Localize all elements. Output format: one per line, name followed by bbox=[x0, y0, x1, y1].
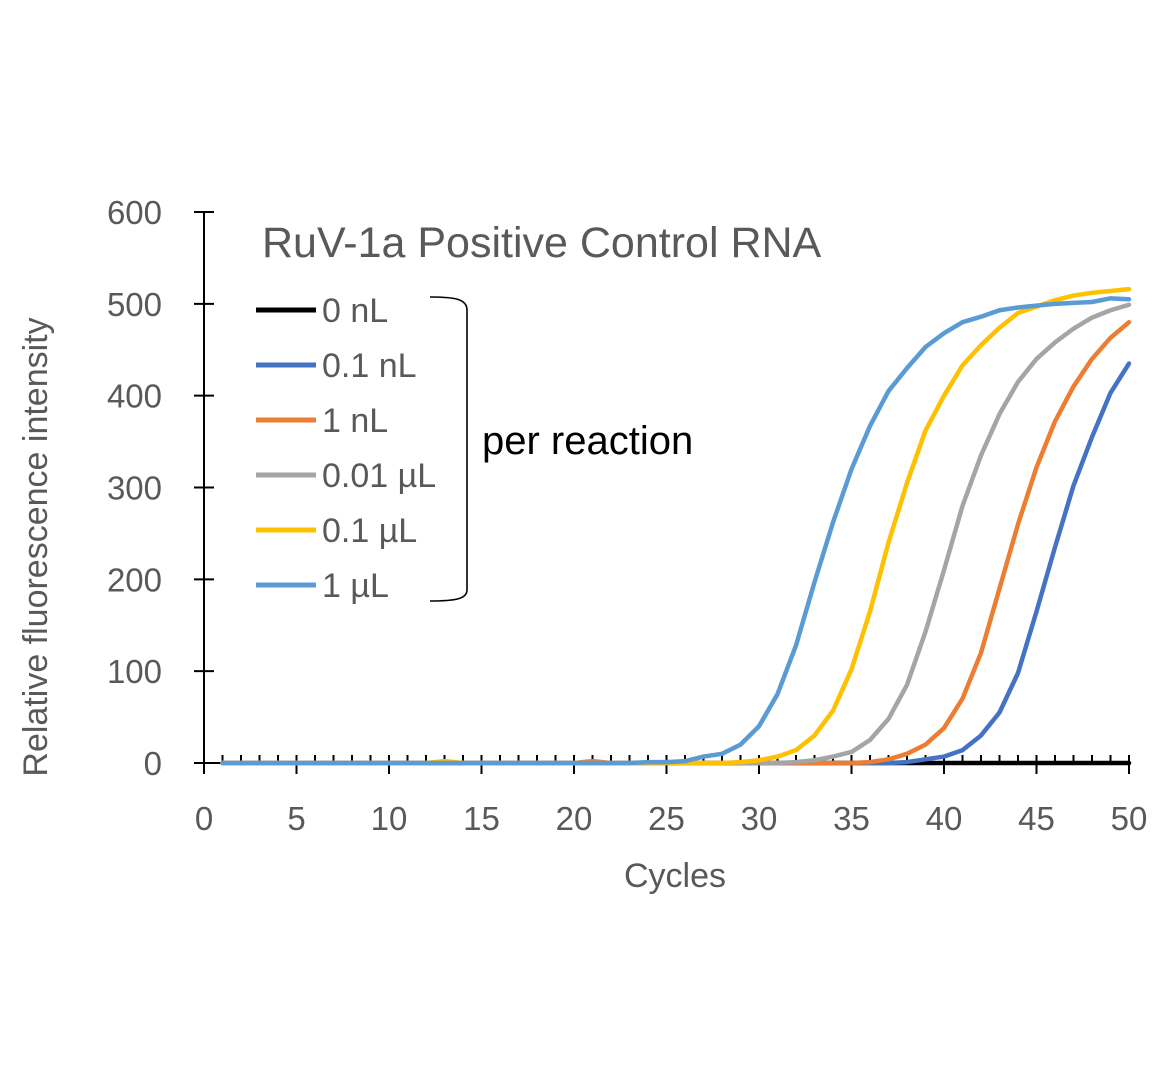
legend-label: 1 nL bbox=[322, 402, 388, 440]
legend: 0 nL 0.1 nL 1 nL 0.01 µL 0.1 µL 1 µL bbox=[256, 292, 436, 605]
legend-item-1-ul: 1 µL bbox=[256, 567, 389, 605]
x-tick-label: 45 bbox=[1018, 800, 1055, 837]
x-tick-label: 10 bbox=[371, 800, 408, 837]
x-tick-label: 40 bbox=[926, 800, 963, 837]
y-tick-label: 200 bbox=[107, 561, 162, 598]
legend-label: 1 µL bbox=[322, 567, 389, 605]
x-tick-label: 20 bbox=[556, 800, 593, 837]
series-line-1-ul bbox=[220, 296, 1132, 766]
y-axis-title: Relative fluorescence intensity bbox=[17, 317, 55, 776]
legend-item-0-01-ul: 0.01 µL bbox=[256, 457, 436, 495]
legend-label: 0 nL bbox=[322, 292, 388, 330]
y-tick-label: 100 bbox=[107, 653, 162, 690]
x-tick-label: 15 bbox=[463, 800, 500, 837]
legend-bracket bbox=[429, 296, 468, 602]
legend-item-0-nl: 0 nL bbox=[256, 292, 388, 330]
legend-item-0-1-nl: 0.1 nL bbox=[256, 347, 417, 385]
x-tick-label: 25 bbox=[648, 800, 685, 837]
y-tick-label: 600 bbox=[107, 194, 162, 231]
y-tick-label: 500 bbox=[107, 286, 162, 323]
legend-annotation: per reaction bbox=[482, 419, 693, 463]
y-tick-label: 0 bbox=[144, 745, 162, 782]
x-tick-label: 35 bbox=[833, 800, 870, 837]
legend-item-0-1-ul: 0.1 µL bbox=[256, 512, 417, 550]
tick-labels: 0 100 200 300 400 500 600 0 5 10 15 20 25 30 35 40 45 50 bbox=[107, 194, 1147, 837]
legend-label: 0.01 µL bbox=[322, 457, 436, 495]
x-tick-label: 50 bbox=[1111, 800, 1148, 837]
x-axis-title: Cycles bbox=[624, 857, 726, 895]
legend-item-1-nl: 1 nL bbox=[256, 402, 388, 440]
legend-label: 0.1 nL bbox=[322, 347, 417, 385]
y-tick-label: 300 bbox=[107, 470, 162, 507]
x-tick-label: 0 bbox=[195, 800, 213, 837]
chart-title: RuV-1a Positive Control RNA bbox=[262, 219, 822, 267]
x-tick-label: 5 bbox=[287, 800, 305, 837]
x-tick-label: 30 bbox=[741, 800, 778, 837]
legend-label: 0.1 µL bbox=[322, 512, 417, 550]
series-lines bbox=[220, 286, 1132, 766]
y-tick-label: 400 bbox=[107, 378, 162, 415]
